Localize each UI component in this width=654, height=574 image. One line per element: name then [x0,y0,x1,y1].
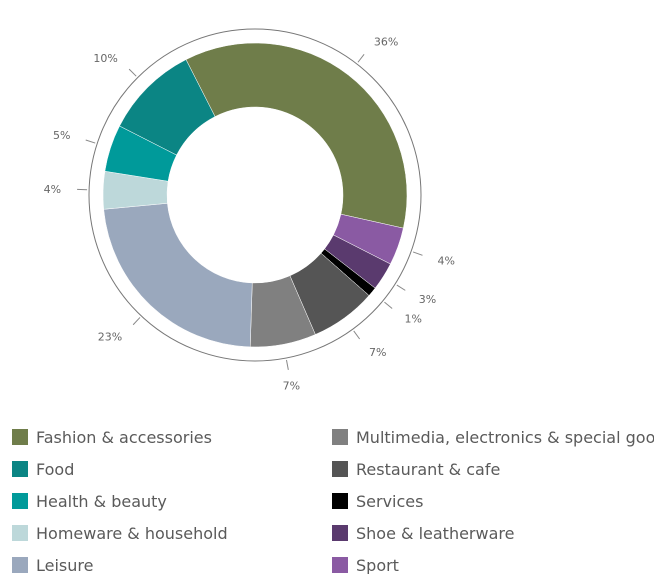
chart-legend: Fashion & accessories Food Health & beauty… [12,426,654,574]
percent-label-restaurant-and-cafe: 7% [369,346,386,359]
label-leader-shoe-and-leatherware [396,284,406,291]
slice-food [119,59,216,156]
legend-item-restaurant-and-cafe: Restaurant & cafe [332,458,500,480]
label-leader-sport [412,251,423,256]
label-leader-health-and-beauty [85,139,96,144]
legend-swatch [12,493,28,509]
legend-swatch [332,557,348,573]
legend-label: Restaurant & cafe [356,459,501,479]
legend-item-health-and-beauty: Health & beauty [12,490,167,512]
labels-group: 36% 4% 3% 1% 7% 7% 23% 4% 5% 10% [44,36,455,393]
percent-label-health-and-beauty: 5% [53,129,70,142]
legend-label: Shoe & leatherware [356,523,515,543]
legend-item-fashion-and-accessories: Fashion & accessories [12,426,212,448]
slice-fashion-and-accessories [185,42,408,229]
legend-item-sport: Sport [332,554,399,574]
label-leader-restaurant-and-cafe [353,330,361,340]
legend-item-multimedia-electronics-and-special-goods: Multimedia, electronics & special goods [332,426,654,448]
legend-label: Multimedia, electronics & special goods [356,427,654,447]
legend-item-food: Food [12,458,74,480]
legend-item-leisure: Leisure [12,554,93,574]
percent-label-services: 1% [404,313,421,326]
slice-leisure [103,203,253,348]
legend-label: Fashion & accessories [36,427,212,447]
legend-label: Sport [356,555,399,574]
percent-label-fashion-and-accessories: 36% [374,36,398,49]
legend-swatch [12,557,28,573]
percent-label-food: 10% [93,52,117,65]
label-leader-services [384,301,393,309]
legend-swatch [332,429,348,445]
legend-swatch [332,525,348,541]
legend-swatch [12,525,28,541]
donut-chart: 36% 4% 3% 1% 7% 7% 23% 4% 5% 10% [44,28,455,393]
legend-swatch [12,429,28,445]
slices-group [102,42,408,348]
legend-label: Health & beauty [36,491,167,511]
percent-label-homeware-and-household: 4% [44,183,61,196]
outer-ring [88,28,422,362]
legend-swatch [12,461,28,477]
legend-label: Services [356,491,424,511]
legend-label: Food [36,459,75,479]
legend-item-shoe-and-leatherware: Shoe & leatherware [332,522,514,544]
legend-swatch [332,493,348,509]
percent-label-sport: 4% [438,255,455,268]
percent-label-multimedia-electronics-and-special-goods: 7% [283,380,300,393]
percent-label-shoe-and-leatherware: 3% [419,293,436,306]
legend-label: Leisure [36,555,94,574]
legend-label: Homeware & household [36,523,228,543]
legend-item-services: Services [332,490,423,512]
percent-label-leisure: 23% [98,330,122,343]
label-leader-leisure [132,317,141,326]
label-leader-food [128,68,137,77]
label-leader-multimedia-electronics-and-special-goods [285,359,289,370]
legend-item-homeware-and-household: Homeware & household [12,522,228,544]
legend-swatch [332,461,348,477]
label-leader-fashion-and-accessories [357,54,365,63]
